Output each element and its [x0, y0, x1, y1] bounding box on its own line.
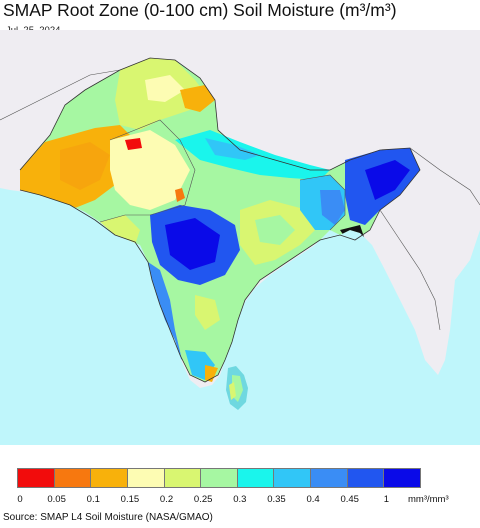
legend-swatch [383, 468, 421, 488]
legend-swatch [17, 468, 55, 488]
legend-swatch [163, 468, 202, 488]
color-legend [17, 468, 421, 490]
source-note: Source: SMAP L4 Soil Moisture (NASA/GMAO… [3, 512, 213, 523]
legend-tick-label: 0.35 [267, 494, 286, 505]
map-title: SMAP Root Zone (0-100 cm) Soil Moisture … [3, 0, 397, 20]
legend-swatch [126, 468, 165, 488]
legend-tick-label: 0.1 [86, 494, 100, 505]
legend-tick-label: 0 [17, 494, 23, 505]
soil-moisture-field [20, 58, 420, 382]
legend-tick-label: 0.15 [120, 494, 140, 505]
legend-tick-label: 0.25 [193, 494, 213, 505]
soil-moisture-map [0, 30, 480, 445]
legend-tick-label: 0.05 [47, 494, 66, 505]
legend-swatch [236, 468, 275, 488]
legend-swatch [310, 468, 348, 488]
country-borders [19, 57, 421, 383]
legend-tick-label: 0.3 [233, 494, 247, 505]
legend-tick-label: 0.45 [340, 494, 359, 505]
legend-swatch [90, 468, 128, 488]
legend-unit: mm³/mm³ [408, 494, 449, 505]
legend-tick-label: 1 [383, 494, 390, 505]
legend-swatch [273, 468, 312, 488]
legend-swatch [200, 468, 238, 488]
legend-swatch [346, 468, 385, 488]
legend-tick-label: 0.2 [159, 494, 174, 505]
legend-swatch [53, 468, 92, 488]
legend-tick-label: 0.4 [306, 494, 320, 505]
